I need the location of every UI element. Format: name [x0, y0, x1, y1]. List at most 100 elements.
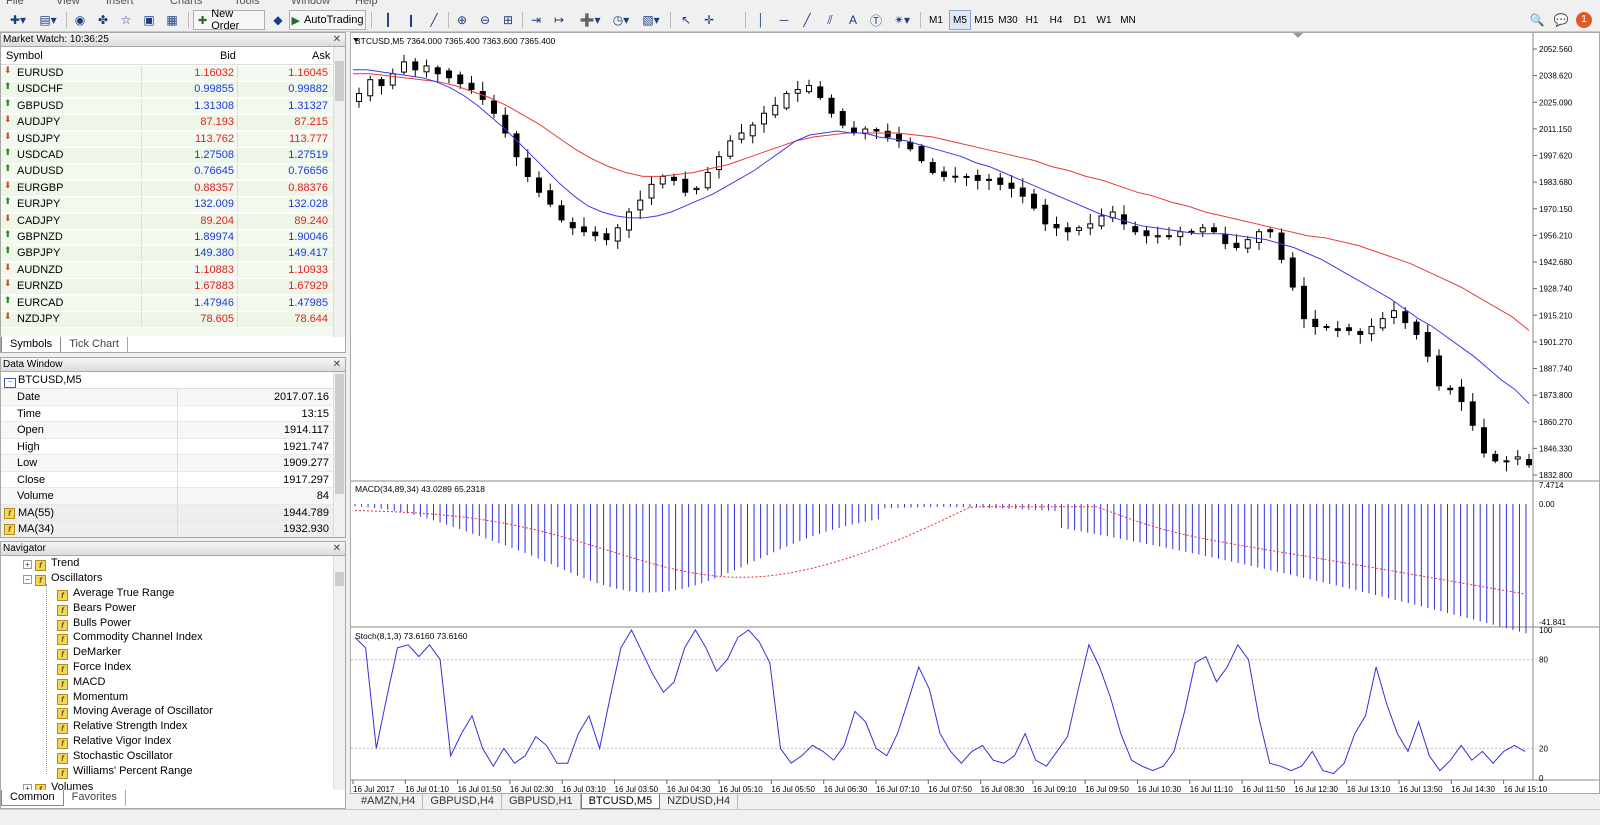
- strategy-tester-icon[interactable]: ▦: [166, 13, 178, 27]
- timeframe-m5-button[interactable]: M5: [949, 10, 971, 30]
- tab-tick-chart[interactable]: Tick Chart: [61, 337, 128, 352]
- timeframe-m30-button[interactable]: M30: [998, 14, 1018, 26]
- candlestick-icon[interactable]: ❙: [405, 13, 417, 27]
- timeframe-mn-button[interactable]: MN: [1120, 14, 1136, 26]
- chart-tab[interactable]: BTCUSD,M5: [580, 794, 661, 809]
- text-tool-icon[interactable]: A: [848, 13, 857, 27]
- chart-window[interactable]: BTCUSD,M5 7364.000 7365.400 7363.600 736…: [350, 32, 1600, 809]
- market-watch-row[interactable]: ⬇ EURUSD 1.16032 1.16045: [1, 66, 333, 81]
- notification-badge[interactable]: 1: [1573, 10, 1595, 30]
- nav-folder-oscillators[interactable]: − f Oscillators: [23, 571, 102, 586]
- market-watch-row[interactable]: ⬆ USDCHF 0.99855 0.99882: [1, 82, 333, 98]
- nav-indicator-item[interactable]: f Commodity Channel Index: [57, 630, 203, 646]
- line-chart-icon[interactable]: ╱: [430, 13, 438, 27]
- symbol-column-header[interactable]: Symbol: [6, 50, 43, 62]
- market-watch-row[interactable]: ⬇ AUDNZD 1.10883 1.10933: [1, 262, 333, 278]
- meta-editor-icon[interactable]: ◆: [273, 13, 283, 27]
- crosshair-icon[interactable]: ✛: [703, 13, 715, 27]
- chart-tab[interactable]: GBPUSD,H1: [502, 794, 581, 809]
- timeframe-d1-button[interactable]: D1: [1073, 14, 1087, 26]
- nav-indicator-item[interactable]: f Average True Range: [57, 586, 174, 601]
- timeframe-w1-button[interactable]: W1: [1096, 14, 1112, 26]
- favorites-star-icon[interactable]: ☆: [120, 13, 132, 27]
- scroll-thumb[interactable]: [335, 61, 344, 101]
- market-watch-row[interactable]: ⬇ AUDJPY 87.193 87.215: [1, 115, 333, 131]
- chart-tab[interactable]: GBPUSD,H4: [423, 794, 502, 809]
- menu-item[interactable]: Insert: [106, 0, 134, 7]
- chat-icon[interactable]: 💬: [1553, 13, 1569, 27]
- tile-windows-icon[interactable]: ⊞: [502, 13, 514, 27]
- close-icon[interactable]: ✕: [332, 34, 341, 45]
- nav-indicator-item[interactable]: f Bulls Power: [57, 616, 131, 631]
- market-watch-row[interactable]: ⬇ EURGBP 0.88357 0.88376: [1, 180, 333, 196]
- nav-indicator-item[interactable]: f Stochastic Oscillator: [57, 749, 173, 764]
- periods-clock-icon[interactable]: ◷▾: [612, 13, 630, 27]
- profiles-button[interactable]: ▤▾: [39, 13, 57, 27]
- menu-item[interactable]: Tools: [234, 0, 260, 7]
- timeframe-h1-button[interactable]: H1: [1025, 14, 1039, 26]
- terminal-toggle-icon[interactable]: ▣: [143, 13, 155, 27]
- collapse-icon[interactable]: −: [23, 575, 32, 584]
- chart-tab[interactable]: #AMZN,H4: [354, 794, 424, 809]
- auto-trading-button[interactable]: ▶ AutoTrading: [289, 10, 366, 30]
- text-label-icon[interactable]: Ⓣ: [869, 13, 882, 28]
- market-watch-row[interactable]: ⬆ GBPNZD 1.89974 1.90046: [1, 230, 333, 245]
- new-chart-button[interactable]: ✚▾: [9, 13, 27, 27]
- close-icon[interactable]: ✕: [332, 543, 341, 554]
- market-watch-row[interactable]: ⬆ AUDUSD 0.76645 0.76656: [1, 164, 333, 180]
- nav-indicator-item[interactable]: f DeMarker: [57, 645, 121, 661]
- nav-indicator-item[interactable]: f Momentum: [57, 690, 128, 705]
- market-watch-row[interactable]: ⬆ EURJPY 132.009 132.028: [1, 197, 333, 213]
- close-icon[interactable]: ✕: [332, 359, 341, 370]
- nav-folder-trend[interactable]: + f Trend: [23, 556, 79, 571]
- vertical-line-icon[interactable]: │: [757, 13, 765, 27]
- scroll-thumb[interactable]: [335, 374, 344, 494]
- bar-chart-icon[interactable]: ┃: [384, 13, 392, 27]
- tab-symbols[interactable]: Symbols: [1, 337, 62, 352]
- market-watch-row[interactable]: [1, 328, 333, 336]
- scroll-thumb[interactable]: [335, 572, 344, 586]
- zoom-in-icon[interactable]: ⊕: [456, 13, 468, 27]
- price-chart[interactable]: BTCUSD,M5 7364.000 7365.400 7363.600 736…: [351, 33, 1599, 795]
- chart-shift-icon[interactable]: ↦: [553, 13, 565, 27]
- nav-indicator-item[interactable]: f Moving Average of Oscillator: [57, 704, 213, 720]
- timeframe-h4-button[interactable]: H4: [1049, 14, 1063, 26]
- market-watch-scrollbar[interactable]: [333, 47, 345, 337]
- nav-indicator-item[interactable]: f MACD: [57, 675, 105, 690]
- shapes-dropdown-icon[interactable]: ✴▾: [893, 13, 911, 27]
- expand-icon[interactable]: +: [23, 560, 32, 569]
- nav-indicator-item[interactable]: f Williams' Percent Range: [57, 764, 192, 779]
- timeframe-m15-button[interactable]: M15: [974, 14, 994, 26]
- market-watch-row[interactable]: ⬆ EURCAD 1.47946 1.47985: [1, 295, 333, 311]
- data-window-scrollbar[interactable]: [333, 372, 345, 537]
- trendline-icon[interactable]: ╱: [803, 13, 811, 27]
- nav-indicator-item[interactable]: f Relative Vigor Index: [57, 734, 171, 749]
- market-watch-row[interactable]: ⬇ EURNZD 1.67883 1.67929: [1, 279, 333, 295]
- market-watch-row[interactable]: ⬇ CADJPY 89.204 89.240: [1, 213, 333, 229]
- zoom-out-icon[interactable]: ⊖: [479, 13, 491, 27]
- market-watch-row[interactable]: ⬆ USDCAD 1.27508 1.27519: [1, 148, 333, 163]
- tab-favorites[interactable]: Favorites: [64, 790, 126, 806]
- templates-icon[interactable]: ▧▾: [642, 13, 660, 27]
- nav-indicator-item[interactable]: f Force Index: [57, 660, 131, 675]
- menu-item[interactable]: File: [6, 0, 24, 7]
- cursor-arrow-icon[interactable]: ↖: [680, 13, 692, 27]
- market-watch-row[interactable]: ⬇ NZDJPY 78.605 78.644: [1, 312, 333, 327]
- navigator-toggle-icon[interactable]: ✤: [97, 13, 109, 27]
- channel-icon[interactable]: ⫽: [827, 12, 833, 27]
- timeframe-m1-button[interactable]: M1: [929, 14, 943, 26]
- menu-item[interactable]: Charts: [170, 0, 203, 7]
- auto-scroll-icon[interactable]: ⇥: [530, 13, 542, 27]
- new-order-button[interactable]: ✚ New Order: [193, 8, 265, 32]
- tab-common[interactable]: Common: [1, 790, 64, 806]
- market-watch-row[interactable]: ⬆ GBPUSD 1.31308 1.31327: [1, 98, 333, 114]
- menu-item[interactable]: Window: [291, 0, 331, 7]
- horizontal-line-icon[interactable]: ─: [779, 13, 789, 27]
- menu-item[interactable]: Help: [355, 0, 378, 7]
- indicators-dropdown[interactable]: ➕▾: [579, 13, 601, 27]
- chart-tab[interactable]: NZDUSD,H4: [660, 794, 739, 809]
- market-watch-toggle-icon[interactable]: ◉: [74, 13, 86, 27]
- market-watch-row[interactable]: ⬇ USDJPY 113.762 113.777: [1, 131, 333, 147]
- nav-indicator-item[interactable]: f Bears Power: [57, 601, 136, 616]
- navigator-scrollbar[interactable]: [333, 556, 345, 790]
